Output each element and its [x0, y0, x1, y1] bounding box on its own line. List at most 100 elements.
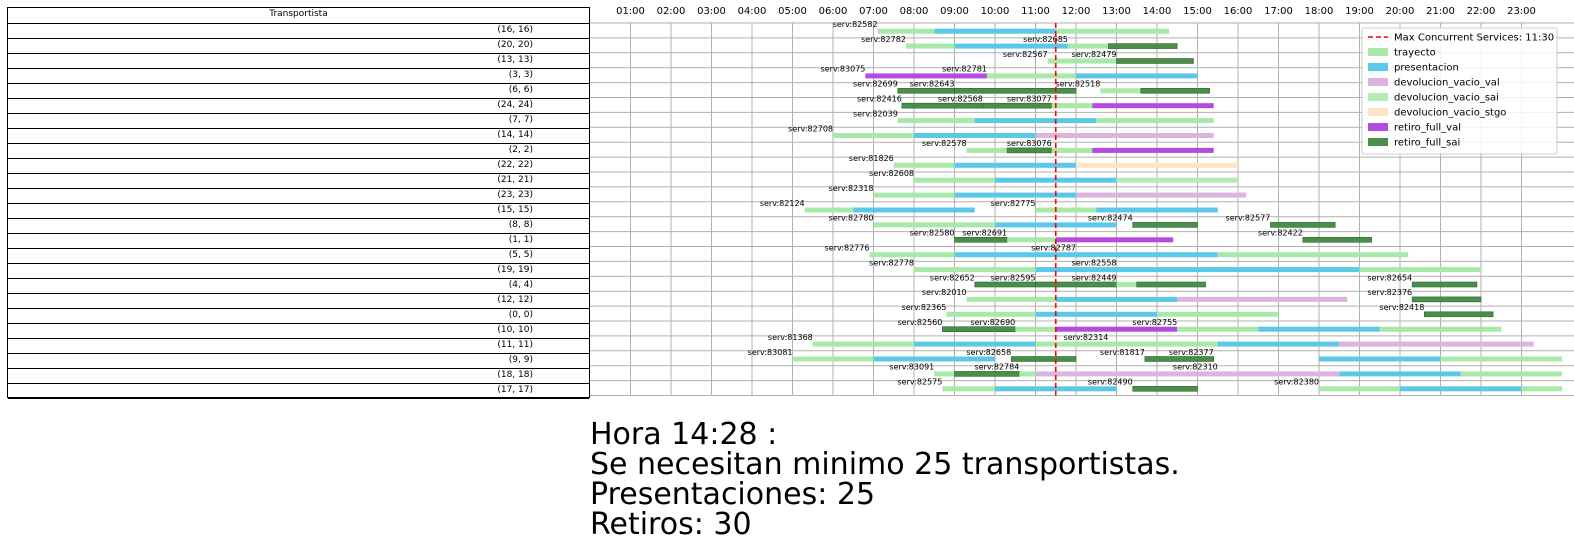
- table-row: (22, 22): [8, 159, 589, 174]
- bar-retiro-full-sai: [1411, 281, 1478, 288]
- row-label: (5, 5): [508, 250, 533, 260]
- service-label: serv:83077: [1007, 95, 1052, 104]
- service-label: serv:82365: [902, 303, 947, 312]
- table-row: (24, 24): [8, 99, 589, 114]
- bar-trayecto: [1071, 58, 1117, 64]
- legend-label: devolucion_vacio_val: [1394, 78, 1500, 89]
- row-label: (24, 24): [497, 100, 533, 110]
- bar-trayecto: [1100, 88, 1141, 94]
- service-label: serv:82490: [1088, 378, 1133, 387]
- row-label: (1, 1): [508, 235, 533, 245]
- service-label: serv:82376: [1367, 288, 1412, 297]
- table-row: (3, 3): [8, 69, 589, 84]
- table-row: (5, 5): [8, 249, 589, 264]
- bar-presentacion: [1076, 252, 1218, 258]
- service-label: serv:83076: [1007, 139, 1052, 148]
- service-label: serv:82479: [1072, 50, 1117, 59]
- bar-retiro-full-sai: [897, 87, 955, 94]
- row-label: (12, 12): [497, 295, 533, 305]
- service-label: serv:82380: [1274, 378, 1319, 387]
- row-label: (7, 7): [508, 115, 533, 125]
- bar-retiro-full-sai: [901, 102, 984, 109]
- service-label: serv:81368: [768, 333, 813, 342]
- service-label: serv:82422: [1258, 229, 1303, 238]
- service-label: serv:82582: [833, 20, 878, 29]
- bar-trayecto: [873, 192, 955, 198]
- bar-trayecto: [1051, 147, 1093, 153]
- service-label: serv:82318: [829, 184, 874, 193]
- table-row: (9, 9): [8, 354, 589, 369]
- bar-presentacion: [1035, 311, 1157, 317]
- bar-trayecto: [1015, 326, 1056, 332]
- bar-trayecto: [966, 296, 1056, 302]
- table-row: (8, 8): [8, 219, 589, 234]
- bar-retiro-full-val: [1092, 147, 1214, 153]
- row-label: (17, 17): [497, 385, 533, 395]
- service-label: serv:83091: [889, 363, 934, 372]
- bar-trayecto: [1047, 58, 1072, 64]
- bar-trayecto: [1359, 267, 1481, 273]
- legend-label: devolucion_vacio_stgo: [1394, 108, 1506, 119]
- bar-trayecto: [1051, 103, 1093, 109]
- service-label: serv:82560: [898, 318, 943, 327]
- service-label: serv:82755: [1132, 318, 1177, 327]
- table-row: (15, 15): [8, 204, 589, 219]
- bar-devolucion-vacio-stgo: [1076, 162, 1238, 168]
- legend-swatch: [1368, 93, 1388, 101]
- row-label: (21, 21): [497, 175, 533, 185]
- bar-retiro-full-val: [1055, 326, 1178, 332]
- legend-label: presentacion: [1394, 63, 1459, 74]
- summary-hour: Hora 14:28 :: [590, 417, 778, 452]
- bar-retiro-full-val: [1092, 103, 1214, 109]
- service-label: serv:82787: [1031, 244, 1076, 253]
- row-label: (6, 6): [508, 85, 533, 95]
- bar-retiro-full-sai: [1270, 222, 1336, 228]
- bar-trayecto: [1116, 281, 1137, 287]
- service-label: serv:82643: [910, 80, 955, 89]
- bar-retiro-full-sai: [974, 281, 1036, 288]
- table-row: (20, 20): [8, 39, 589, 54]
- bar-retiro-full-sai: [1035, 281, 1117, 288]
- bar-presentacion: [1258, 326, 1380, 332]
- bar-devolucion-vacio-val: [1035, 132, 1214, 138]
- bar-trayecto: [1035, 341, 1109, 347]
- row-label: (22, 22): [497, 160, 533, 170]
- bar-trayecto: [1096, 118, 1214, 124]
- bar-presentacion: [1217, 341, 1340, 347]
- bar-trayecto: [893, 162, 955, 168]
- bar-retiro-full-sai: [954, 236, 1008, 243]
- service-label: serv:82595: [991, 273, 1036, 282]
- table-row: (23, 23): [8, 189, 589, 204]
- row-label: (16, 16): [497, 25, 533, 35]
- service-label: serv:82685: [1023, 35, 1068, 44]
- table-row: (11, 11): [8, 339, 589, 354]
- x-tick-label: 17:00: [1264, 6, 1293, 17]
- summary-retiros: Retiros: 30: [590, 507, 752, 542]
- table-row: (14, 14): [8, 129, 589, 144]
- gantt-chart: 01:00 02:00 03:00 04:00 05:00 06:00 07:00 08:00…: [590, 6, 1574, 396]
- table-row: (12, 12): [8, 294, 589, 309]
- x-tick-label: 06:00: [819, 6, 848, 17]
- table-row: (21, 21): [8, 174, 589, 189]
- x-tick-label: 20:00: [1386, 6, 1415, 17]
- bar-trayecto: [1521, 386, 1562, 392]
- row-label: (14, 14): [497, 130, 533, 140]
- table-row: (17, 17): [8, 384, 589, 399]
- bar-trayecto: [869, 252, 955, 258]
- service-label: serv:82780: [829, 214, 874, 223]
- legend-swatch: [1368, 78, 1388, 86]
- bar-devolucion-vacio-val: [1177, 296, 1348, 302]
- bar-presentacion: [1319, 356, 1441, 362]
- service-label: serv:82708: [788, 124, 833, 133]
- bar-retiro-full-val: [865, 73, 987, 79]
- service-label: serv:82418: [1379, 303, 1424, 312]
- bar-retiro-full-sai: [1140, 87, 1210, 94]
- service-label: serv:82377: [1169, 348, 1214, 357]
- bar-trayecto: [792, 356, 874, 362]
- legend-swatch: [1368, 48, 1388, 56]
- x-tick-label: 01:00: [616, 6, 645, 17]
- service-label: serv:82416: [857, 95, 902, 104]
- bar-trayecto: [905, 43, 955, 49]
- row-label: (11, 11): [497, 340, 533, 350]
- bar-trayecto: [873, 222, 995, 228]
